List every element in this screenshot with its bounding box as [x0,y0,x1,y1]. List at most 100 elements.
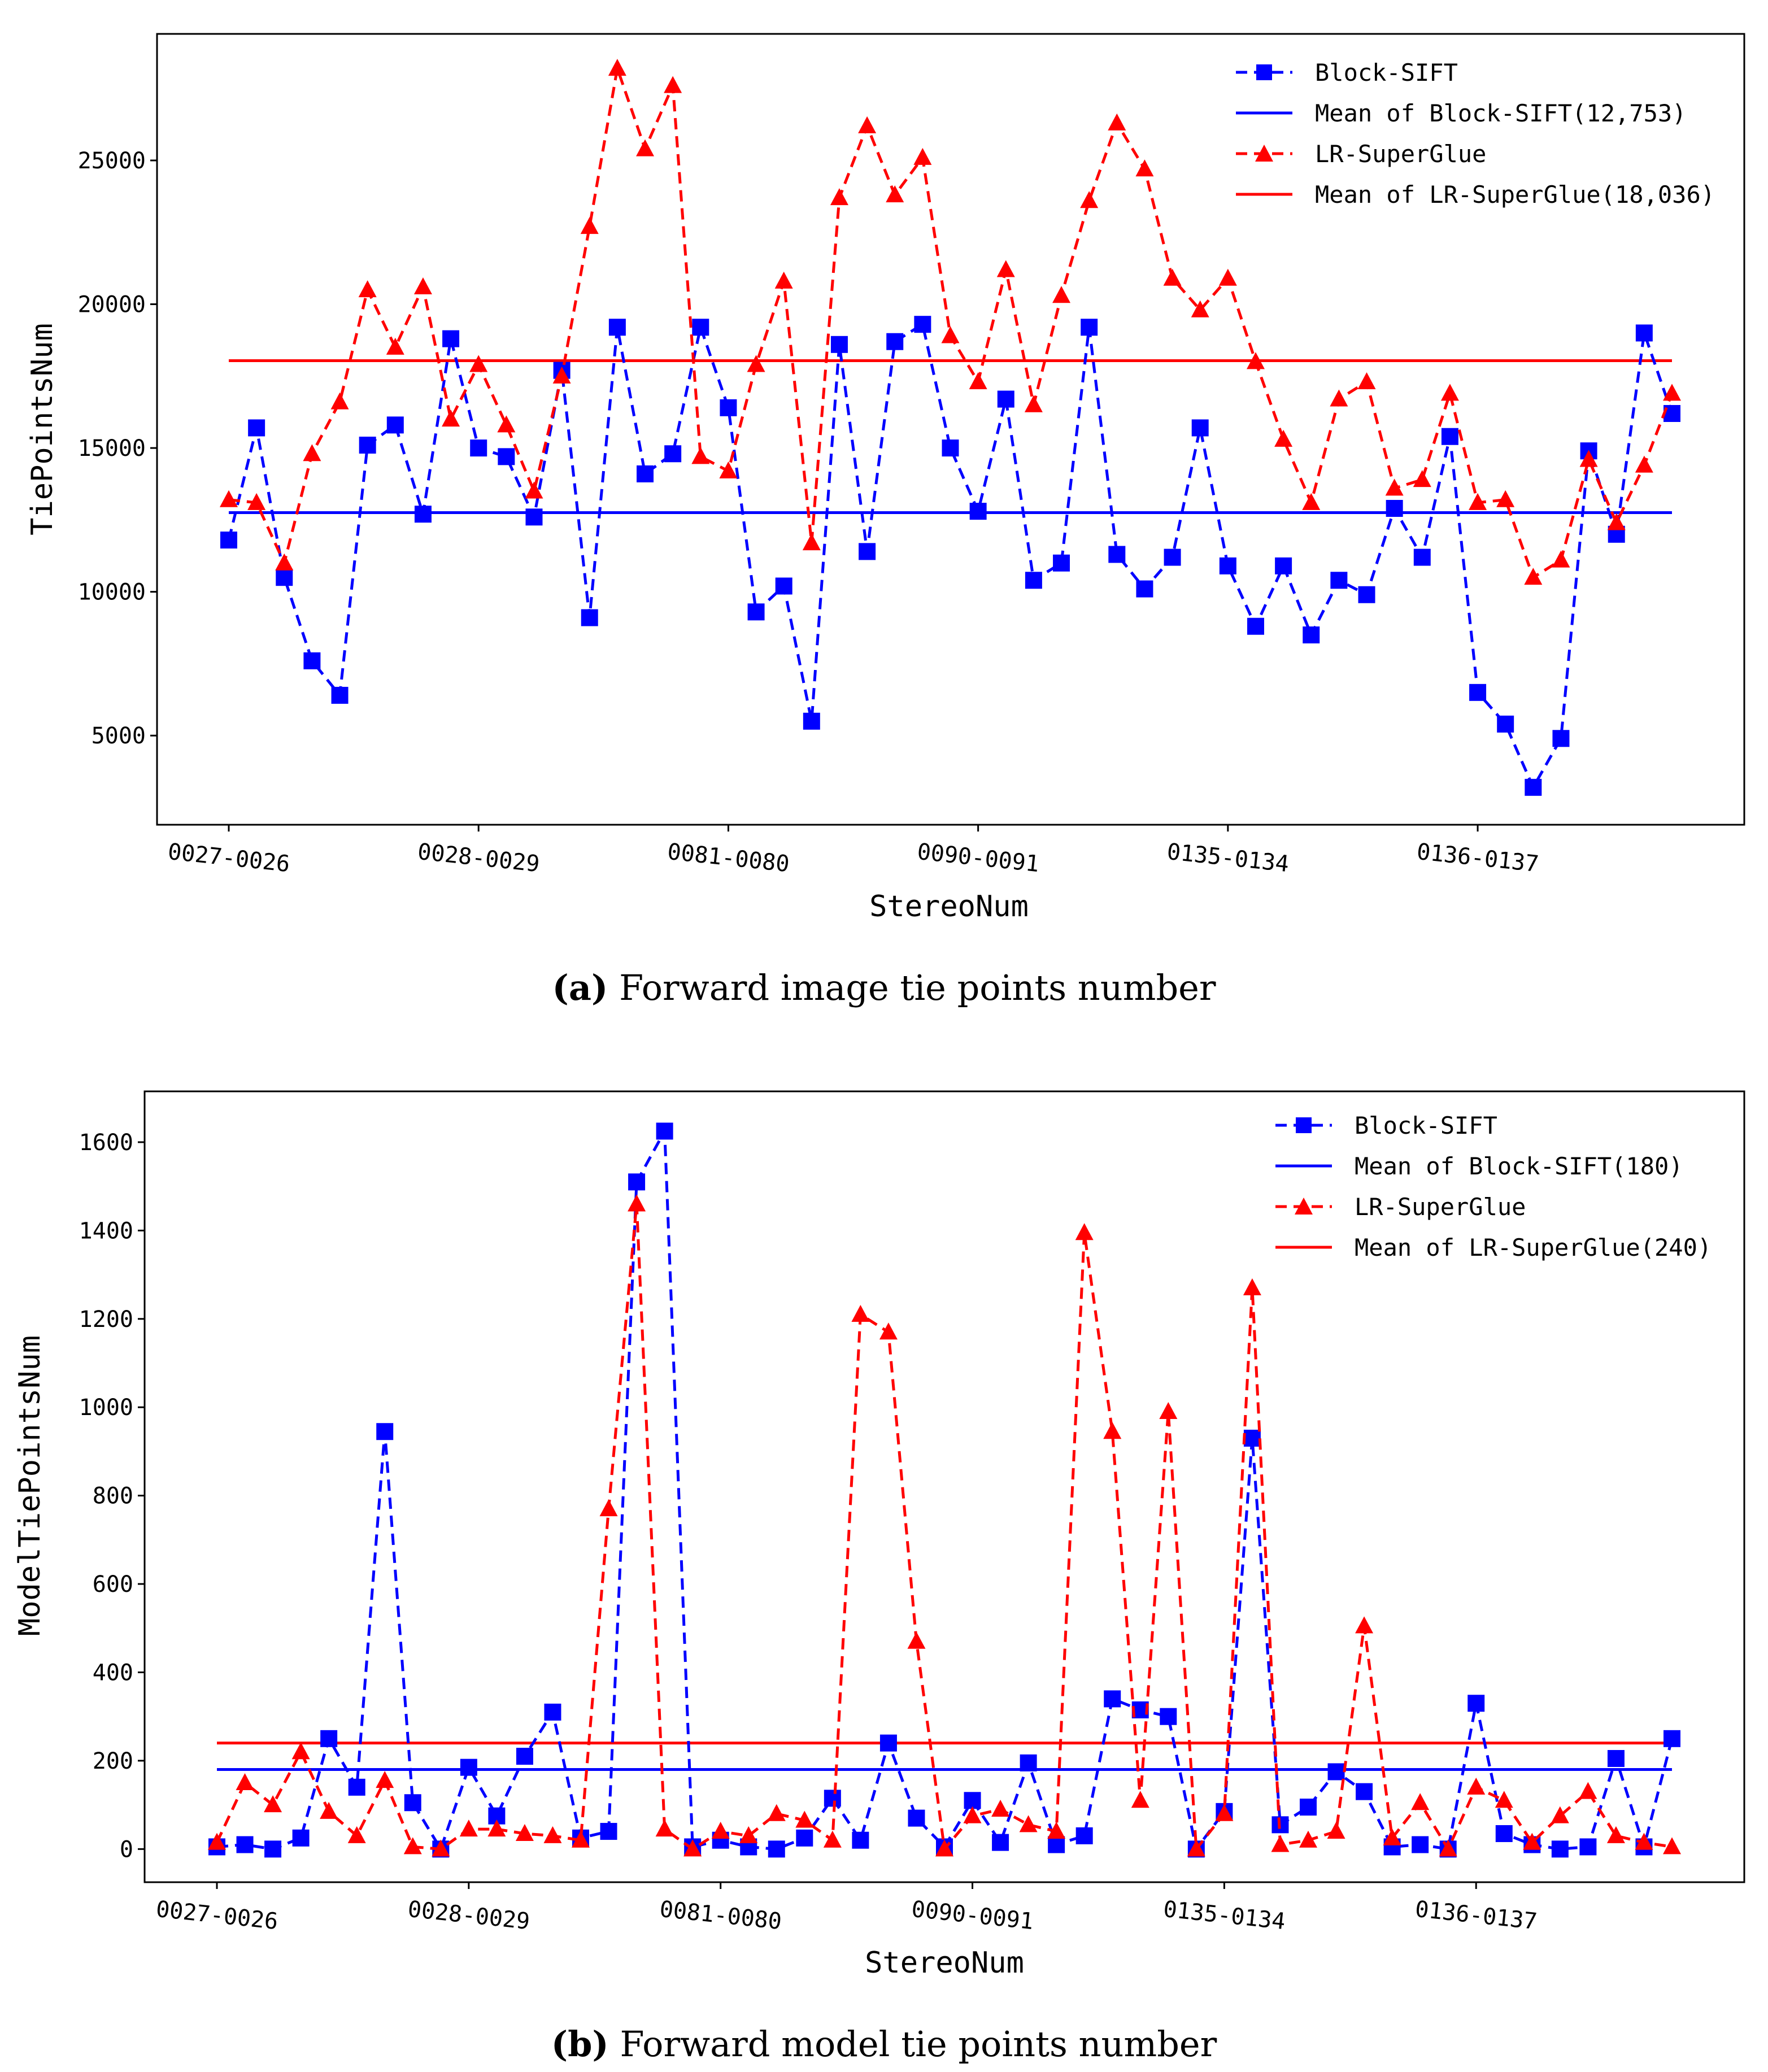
superglue-point [1159,1402,1178,1420]
superglue-point [291,1742,310,1760]
legend-superglue-label: LR-SuperGlue [1315,140,1486,168]
superglue-point [1299,1830,1317,1848]
figure-a-caption-label: (a) [552,967,608,1008]
superglue-point [1187,1839,1205,1857]
superglue-point [879,1322,898,1340]
legend-b-superglue-label: LR-SuperGlue [1355,1193,1526,1221]
block-sift-point [264,1840,282,1858]
block-sift-point [581,609,598,626]
superglue-point [1330,389,1348,407]
y-tick-label: 1000 [79,1395,133,1421]
block-sift-point [1275,557,1292,574]
superglue-point [774,271,793,289]
y-tick-label: 10000 [78,580,146,606]
superglue-point [264,1795,282,1813]
x-tick-label: 0090-0091 [910,1896,1034,1935]
superglue-point [747,355,765,372]
superglue-point [1052,286,1071,303]
block-sift-point [796,1829,813,1847]
superglue-point [376,1771,394,1788]
block-sift-point [1497,715,1514,733]
block-sift-point [1048,1836,1065,1853]
chart-b-plot-frame [143,1090,1745,1883]
block-sift-point [1552,730,1570,747]
superglue-point [580,217,599,234]
superglue-point [636,139,655,156]
block-sift-point [236,1836,254,1853]
superglue-point [941,326,960,343]
block-sift-point [692,319,709,336]
block-sift-point [376,1423,394,1440]
x-tick-label: 0090-0091 [916,839,1040,877]
block-sift-point [1413,549,1431,566]
block-sift-point [331,686,349,704]
superglue-point [1635,455,1653,473]
block-sift-point [1104,1690,1121,1708]
block-sift-point [248,419,265,437]
superglue-point [969,372,987,389]
block-sift-point [1441,428,1458,445]
superglue-point [1246,352,1265,369]
x-tick-label: 0081-0080 [666,839,790,877]
block-sift-point [1303,626,1320,643]
block-sift-point [1469,684,1487,701]
block-sift-point [386,416,404,434]
superglue-point [220,490,238,507]
block-sift-point [1495,1825,1513,1842]
superglue-point [347,1826,366,1843]
superglue-point [208,1832,226,1850]
block-sift-point [544,1703,561,1721]
chart-a-y-axis-label: TiePointsNum [25,323,59,536]
superglue-point [303,444,321,462]
block-sift-point [525,508,543,526]
chart-a: 5000 10000 15000 20000 25000 0027-0026 0028-0… [25,33,1745,1008]
chart-a-legend: Block-SIFT Mean of Block-SIFT(12,753) LR… [1236,59,1715,208]
block-sift-point [1164,549,1181,566]
superglue-point [935,1839,953,1857]
y-tick-label: 15000 [78,436,146,462]
block-sift-point [1607,1750,1625,1768]
superglue-point [1663,1837,1681,1855]
superglue-point [320,1801,338,1819]
superglue-point [1467,1777,1486,1795]
superglue-point [1163,268,1182,286]
legend-block-mean-label: Mean of Block-SIFT(12,753) [1315,99,1686,127]
block-sift-point [969,503,987,520]
superglue-point [739,1826,758,1843]
y-tick-label: 20000 [78,292,146,318]
block-sift-point [879,1734,897,1752]
superglue-point [1215,1804,1234,1821]
superglue-point [963,1806,982,1823]
superglue-point [1551,1806,1569,1823]
superglue-point [858,116,877,133]
block-sift-point [720,399,737,416]
superglue-point [886,185,904,203]
superglue-point [913,147,932,165]
superglue-point [1440,384,1459,401]
superglue-point [1327,1822,1345,1839]
legend-triangle-marker-icon [1255,145,1273,162]
legend-superglue-mean-label: Mean of LR-SuperGlue(18,036) [1315,181,1715,208]
y-tick-label: 600 [93,1572,133,1597]
superglue-point [1383,1828,1401,1845]
superglue-point [1411,1793,1430,1810]
superglue-point [767,1804,786,1821]
legend-square-marker-icon [1256,64,1272,80]
superglue-point [515,1823,534,1841]
superglue-point [487,1819,506,1837]
superglue-point [1439,1839,1457,1857]
y-tick-label: 5000 [92,723,146,749]
superglue-point [907,1631,926,1649]
superglue-point [525,481,543,499]
block-sift-point [859,543,876,560]
block-sift-point [1247,617,1264,635]
y-tick-label: 400 [93,1660,133,1686]
superglue-point [497,415,516,433]
block-sift-point [1243,1429,1261,1447]
block-sift-point [1635,324,1653,342]
superglue-point [628,1194,646,1212]
block-sift-point [992,1834,1009,1851]
superglue-point [1385,478,1404,496]
x-tick-label: 0081-0080 [659,1896,783,1935]
